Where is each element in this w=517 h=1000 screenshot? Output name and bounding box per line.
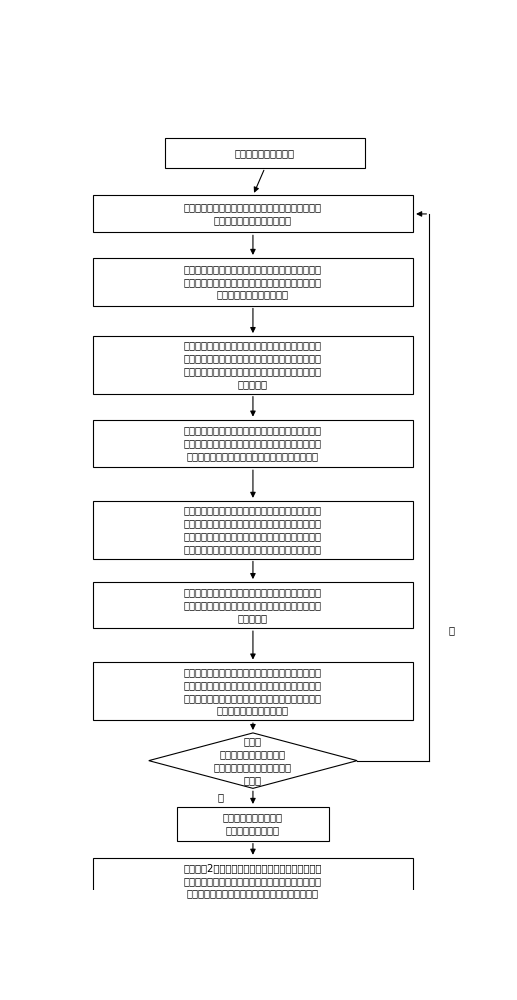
FancyBboxPatch shape: [93, 858, 413, 904]
FancyBboxPatch shape: [93, 420, 413, 467]
Text: 设定第一吸脱附装置进行二氧化碳脱附，设定第二吸
脱附装置进行二氧化碳吸附，并通过每个阀门组将系
统的各个装置进行重新连通: 设定第一吸脱附装置进行二氧化碳脱附，设定第二吸 脱附装置进行二氧化碳吸附，并通过…: [184, 264, 322, 299]
FancyBboxPatch shape: [177, 807, 329, 841]
FancyBboxPatch shape: [93, 582, 413, 628]
Text: 二氧化碳吸脱附过程完
成，将烟气进行排放: 二氧化碳吸脱附过程完 成，将烟气进行排放: [223, 812, 283, 835]
FancyBboxPatch shape: [93, 258, 413, 306]
FancyBboxPatch shape: [93, 662, 413, 720]
Text: 是: 是: [218, 793, 224, 803]
Text: 设定二氧化碳含量阈值: 设定二氧化碳含量阈值: [235, 148, 295, 158]
FancyBboxPatch shape: [93, 195, 413, 232]
Text: 否: 否: [448, 625, 454, 635]
FancyBboxPatch shape: [93, 501, 413, 559]
Text: 第一吸脱附装置的外管中完成换热的烟气进入第二吸
脱附装置的内管中进行二氧化碳吸附，吸附后的烟气
进入烟气分析仪中进行分析，并采用第三温度表检测
吸附后的烟气的温: 第一吸脱附装置的外管中完成换热的烟气进入第二吸 脱附装置的内管中进行二氧化碳吸附…: [184, 667, 322, 716]
FancyBboxPatch shape: [165, 138, 365, 168]
Text: 采用第二压力表检测空压机吹出空气的压力并显示，
采用第二流量计检测空压机吹出空气的流量并显示，
采用第二温度表检测空压机吹出空气的温度并显示: 采用第二压力表检测空压机吹出空气的压力并显示， 采用第二流量计检测空压机吹出空气…: [184, 426, 322, 461]
Text: 空压机吹出的空气冷风进入第二吸脱附装置的外管中
，对内管进行降温，完成换热的空气从气体排放通道
排入大气中: 空压机吹出的空气冷风进入第二吸脱附装置的外管中 ，对内管进行降温，完成换热的空气…: [184, 587, 322, 623]
Text: 采用第一压力表检测烟气排气管道中烟气的压力并显
示，采用第一流量计检测烟气排气管道中烟气的流量
并显示，采用第一温度表检测烟气排气管道中的烟气
温度并显示: 采用第一压力表检测烟气排气管道中烟气的压力并显 示，采用第一流量计检测烟气排气管…: [184, 341, 322, 389]
Text: 根据步骤2中的装置连通方式，通过每个阀门组将系
统的各个装置进行重新连通，使第一吸脱附装置进行
二氧化碳吸附，第二吸脱附装置进行二氧化碳脱附: 根据步骤2中的装置连通方式，通过每个阀门组将系 统的各个装置进行重新连通，使第一…: [184, 863, 322, 899]
Text: 烟气排气管道中的烟气进入第一吸脱附装置的外管中
，对内管进行加热，内管中的二氧化碳进行脱附，脱
附后的二氧化碳进入二氧化碳收集罐中进行收集，并
采用第三流量计检: 烟气排气管道中的烟气进入第一吸脱附装置的外管中 ，对内管进行加热，内管中的二氧化…: [184, 505, 322, 554]
Text: 判断烟
气分析仪中的烟气的二氧
化碳含量是否小于等于所设定
的阈值: 判断烟 气分析仪中的烟气的二氧 化碳含量是否小于等于所设定 的阈值: [214, 736, 292, 785]
Text: 通过每个阀门组将系统的各个装置连通，并采用第一
吸脱附装置进行二氧化碳吸附: 通过每个阀门组将系统的各个装置连通，并采用第一 吸脱附装置进行二氧化碳吸附: [184, 203, 322, 225]
Polygon shape: [149, 733, 357, 788]
FancyBboxPatch shape: [93, 336, 413, 394]
